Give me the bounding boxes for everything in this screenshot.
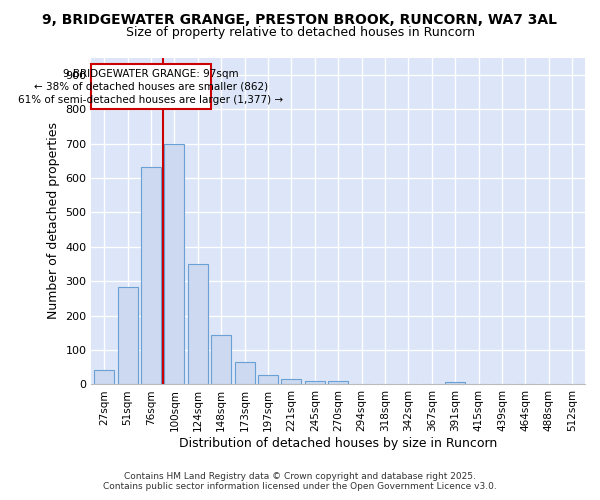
Bar — [141, 167, 161, 384]
Text: 9 BRIDGEWATER GRANGE: 97sqm: 9 BRIDGEWATER GRANGE: 97sqm — [63, 68, 239, 78]
Bar — [258, 375, 278, 384]
Bar — [445, 382, 465, 384]
Bar — [188, 264, 208, 384]
Y-axis label: Number of detached properties: Number of detached properties — [47, 122, 60, 320]
FancyBboxPatch shape — [91, 64, 211, 109]
Text: Size of property relative to detached houses in Runcorn: Size of property relative to detached ho… — [125, 26, 475, 39]
Bar — [328, 380, 348, 384]
Bar — [281, 380, 301, 384]
Bar — [305, 380, 325, 384]
Bar — [235, 362, 254, 384]
Text: Contains HM Land Registry data © Crown copyright and database right 2025.
Contai: Contains HM Land Registry data © Crown c… — [103, 472, 497, 491]
Text: 9, BRIDGEWATER GRANGE, PRESTON BROOK, RUNCORN, WA7 3AL: 9, BRIDGEWATER GRANGE, PRESTON BROOK, RU… — [43, 12, 557, 26]
Text: ← 38% of detached houses are smaller (862): ← 38% of detached houses are smaller (86… — [34, 82, 268, 92]
Text: 61% of semi-detached houses are larger (1,377) →: 61% of semi-detached houses are larger (… — [19, 94, 284, 104]
Bar — [94, 370, 114, 384]
X-axis label: Distribution of detached houses by size in Runcorn: Distribution of detached houses by size … — [179, 437, 497, 450]
Bar — [211, 335, 231, 384]
Bar — [164, 144, 184, 384]
Bar — [118, 287, 137, 384]
